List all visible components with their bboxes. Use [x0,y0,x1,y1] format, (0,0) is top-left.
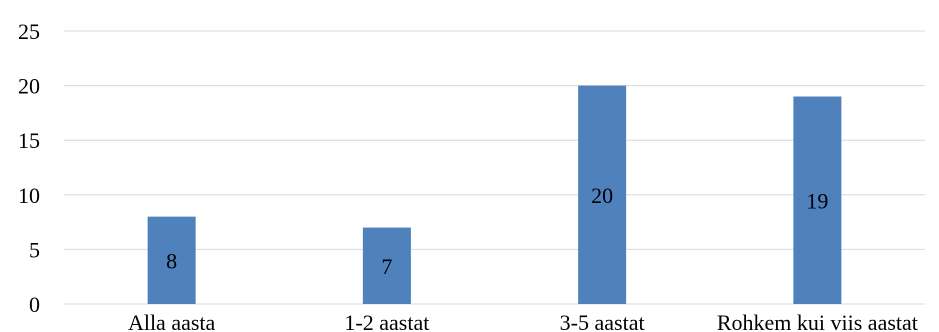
x-axis-category-labels: Alla aasta 1-2 aastat 3-5 aastat Rohkem kui… [128,310,918,332]
data-labels: 8 7 20 19 [166,183,828,279]
x-category-label: 3-5 aastat [560,310,645,332]
x-category-label: 1-2 aastat [344,310,429,332]
y-tick-label: 20 [18,74,40,99]
bar [362,227,411,304]
data-label: 19 [806,188,828,213]
y-tick-label: 5 [29,237,40,262]
data-label: 20 [591,183,613,208]
y-tick-label: 25 [18,19,40,44]
bar [147,216,196,304]
x-category-label: Alla aasta [128,310,216,332]
y-tick-label: 10 [18,183,40,208]
gridlines [64,30,925,305]
data-label: 8 [166,248,177,273]
data-label: 7 [381,254,392,279]
y-axis-tick-labels: 0 5 10 15 20 25 [18,19,40,317]
bar [793,96,842,305]
y-tick-label: 15 [18,128,40,153]
bars [147,85,842,305]
x-category-label: Rohkem kui viis aastat [717,310,918,332]
y-tick-label: 0 [29,292,40,317]
bar [578,85,627,304]
